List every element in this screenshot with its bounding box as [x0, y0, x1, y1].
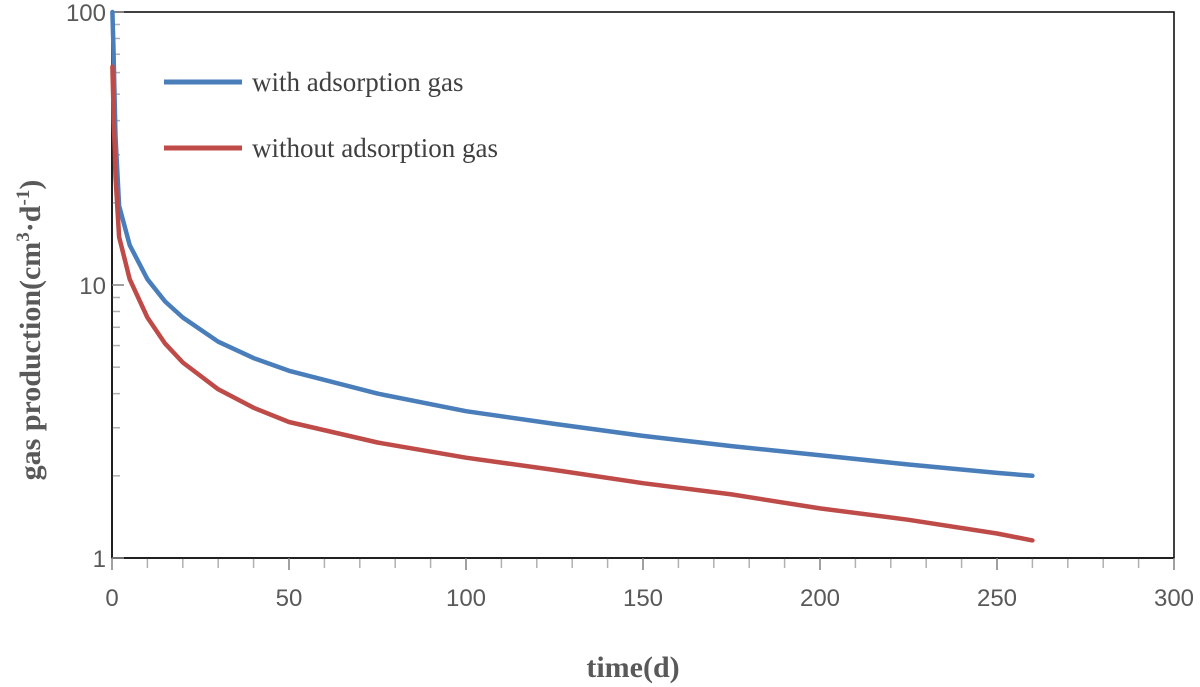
x-tick-label: 100 — [446, 585, 486, 612]
series-layer — [110, 9, 1035, 543]
legend-label-with-adsorption: with adsorption gas — [252, 67, 463, 97]
series-line-with-adsorption — [110, 9, 1035, 479]
y-axis-title-sup2: -1 — [13, 190, 34, 206]
y-tick-label: 100 — [66, 0, 106, 27]
y-axis-title-main: gas production(cm — [14, 242, 47, 481]
x-axis-title: time(d) — [586, 651, 679, 684]
x-tick-label: 250 — [977, 585, 1017, 612]
y-axis-title-mid: ·d — [14, 205, 47, 232]
x-axis: 0 50 100 150 200 250 300 — [105, 557, 1194, 612]
legend: with adsorption gas without adsorption g… — [164, 67, 498, 163]
x-tick-label: 50 — [276, 585, 303, 612]
x-tick-label: 150 — [623, 585, 663, 612]
x-tick-label: 200 — [800, 585, 840, 612]
y-axis-title: gas production(cm3·d-1) — [13, 180, 47, 481]
series-line-without-adsorption — [110, 64, 1035, 543]
legend-label-without-adsorption: without adsorption gas — [252, 133, 498, 163]
y-axis-title-end: ) — [14, 180, 47, 190]
x-tick-label: 300 — [1154, 585, 1194, 612]
x-tick-label: 0 — [105, 585, 118, 612]
y-tick-label: 10 — [79, 273, 106, 300]
minor-ticks — [112, 23, 1140, 568]
y-axis-title-sup1: 3 — [13, 232, 34, 242]
y-tick-label: 1 — [93, 546, 106, 573]
